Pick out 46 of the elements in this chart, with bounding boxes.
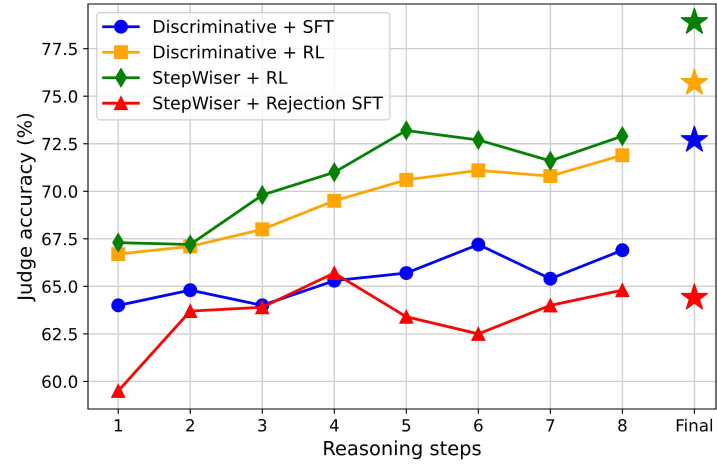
point: [111, 384, 126, 398]
point: [543, 272, 558, 286]
legend-label: Discriminative + RL: [154, 45, 324, 59]
y-tick-label: 65.0: [42, 280, 78, 293]
y-tick-label: 62.5: [42, 328, 77, 340]
x-tick-label: 5: [402, 419, 410, 432]
legend-label: StepWiser + RL: [153, 70, 288, 88]
y-tick-label: 72.5: [42, 138, 77, 150]
y-tick-label: 70.0: [42, 185, 78, 198]
point: [327, 194, 342, 208]
point: [615, 148, 630, 162]
y-tick-label: 60.0: [42, 375, 78, 388]
point: [399, 310, 414, 324]
point: [680, 8, 708, 34]
point: [471, 238, 486, 252]
x-tick-label: 7: [546, 419, 554, 432]
point: [680, 68, 708, 95]
point: [471, 326, 486, 341]
point: [543, 298, 558, 312]
point: [680, 284, 708, 310]
point: [183, 283, 198, 298]
legend-label: StepWiser + Rejection SFT: [153, 96, 383, 113]
point: [680, 126, 708, 152]
point: [615, 283, 630, 298]
y-tick-label: 77.5: [42, 42, 77, 56]
x-tick-label: 6: [474, 419, 483, 432]
point: [327, 266, 342, 280]
x-axis-title: Reasoning steps: [324, 440, 481, 460]
x-tick-label: 4: [330, 419, 339, 432]
point: [615, 243, 630, 258]
x-tick-label: 3: [258, 419, 266, 432]
point: [471, 163, 486, 178]
point: [255, 222, 270, 236]
y-tick-label: 67.5: [42, 232, 77, 246]
point: [183, 304, 198, 318]
x-tick-label: 8: [618, 419, 627, 432]
y-tick-label: 75.0: [42, 90, 78, 103]
x-tick-label: Final: [676, 418, 712, 432]
x-tick-label: 2: [186, 419, 194, 432]
point: [111, 298, 126, 312]
legend-label: Discriminative + SFT: [154, 20, 334, 34]
point: [399, 172, 414, 187]
point: [543, 169, 558, 184]
y-axis-title: Judge accuracy (%): [16, 114, 36, 302]
point: [399, 266, 414, 280]
x-tick-label: 1: [114, 419, 122, 432]
